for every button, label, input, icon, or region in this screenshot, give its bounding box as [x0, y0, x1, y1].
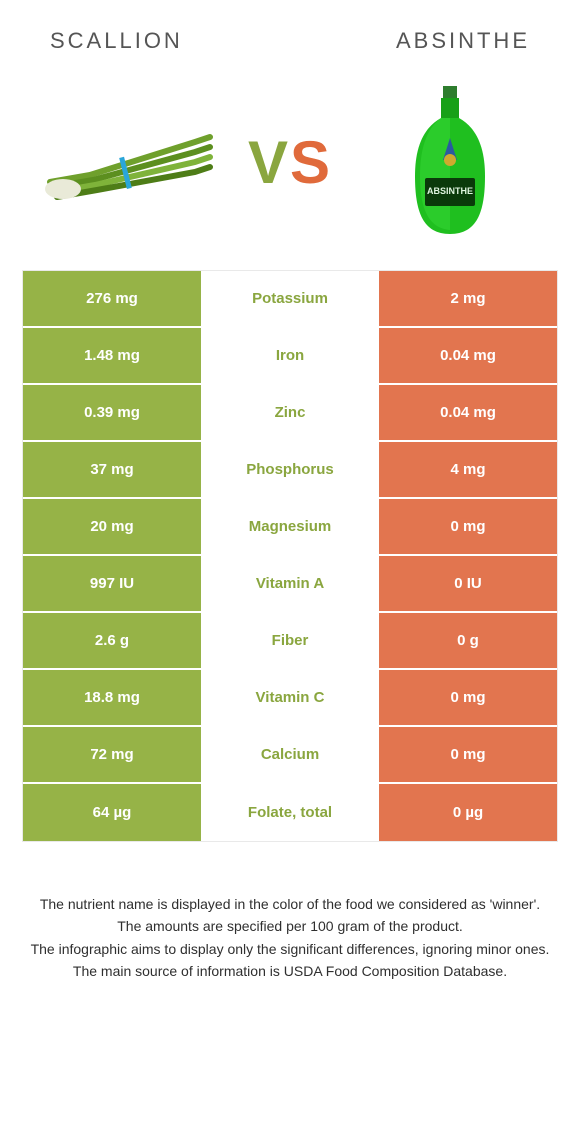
table-row: 64 µgFolate, total0 µg — [23, 784, 557, 841]
table-row: 72 mgCalcium0 mg — [23, 727, 557, 784]
left-value: 1.48 mg — [23, 328, 201, 383]
footnote-line: The nutrient name is displayed in the co… — [30, 894, 550, 914]
right-value: 2 mg — [379, 271, 557, 326]
absinthe-image: ABSINTHE — [360, 82, 540, 242]
table-row: 1.48 mgIron0.04 mg — [23, 328, 557, 385]
nutrient-name: Folate, total — [201, 784, 379, 841]
right-food-title: ABSINTHE — [396, 28, 530, 54]
table-row: 37 mgPhosphorus4 mg — [23, 442, 557, 499]
table-row: 0.39 mgZinc0.04 mg — [23, 385, 557, 442]
nutrient-name: Phosphorus — [201, 442, 379, 497]
left-value: 0.39 mg — [23, 385, 201, 440]
nutrient-table: 276 mgPotassium2 mg1.48 mgIron0.04 mg0.3… — [22, 270, 558, 842]
images-row: VS ABSINTHE — [0, 64, 580, 270]
left-food-title: SCALLION — [50, 28, 183, 54]
nutrient-name: Calcium — [201, 727, 379, 782]
table-row: 18.8 mgVitamin C0 mg — [23, 670, 557, 727]
left-value: 2.6 g — [23, 613, 201, 668]
left-value: 276 mg — [23, 271, 201, 326]
left-value: 72 mg — [23, 727, 201, 782]
right-value: 0 mg — [379, 670, 557, 725]
right-value: 4 mg — [379, 442, 557, 497]
nutrient-name: Potassium — [201, 271, 379, 326]
footnote-line: The amounts are specified per 100 gram o… — [30, 916, 550, 936]
absinthe-bottle-icon: ABSINTHE — [405, 82, 495, 242]
scallion-icon — [45, 117, 215, 207]
table-row: 2.6 gFiber0 g — [23, 613, 557, 670]
table-row: 20 mgMagnesium0 mg — [23, 499, 557, 556]
left-value: 64 µg — [23, 784, 201, 841]
right-value: 0 mg — [379, 727, 557, 782]
footnote-line: The infographic aims to display only the… — [30, 939, 550, 959]
nutrient-name: Zinc — [201, 385, 379, 440]
footnote-line: The main source of information is USDA F… — [30, 961, 550, 981]
infographic-container: SCALLION ABSINTHE VS — [0, 0, 580, 981]
left-value: 37 mg — [23, 442, 201, 497]
right-value: 0 g — [379, 613, 557, 668]
svg-text:ABSINTHE: ABSINTHE — [427, 186, 473, 196]
right-value: 0.04 mg — [379, 385, 557, 440]
right-value: 0 IU — [379, 556, 557, 611]
table-row: 997 IUVitamin A0 IU — [23, 556, 557, 613]
table-row: 276 mgPotassium2 mg — [23, 271, 557, 328]
header: SCALLION ABSINTHE — [0, 0, 580, 64]
nutrient-name: Vitamin C — [201, 670, 379, 725]
footnotes: The nutrient name is displayed in the co… — [0, 842, 580, 981]
vs-letter-s: S — [290, 129, 332, 196]
left-value: 18.8 mg — [23, 670, 201, 725]
scallion-image — [40, 82, 220, 242]
right-value: 0.04 mg — [379, 328, 557, 383]
right-value: 0 mg — [379, 499, 557, 554]
left-value: 997 IU — [23, 556, 201, 611]
nutrient-name: Magnesium — [201, 499, 379, 554]
nutrient-name: Fiber — [201, 613, 379, 668]
vs-letter-v: V — [248, 129, 290, 196]
nutrient-name: Vitamin A — [201, 556, 379, 611]
right-value: 0 µg — [379, 784, 557, 841]
left-value: 20 mg — [23, 499, 201, 554]
nutrient-name: Iron — [201, 328, 379, 383]
vs-label: VS — [248, 128, 332, 197]
